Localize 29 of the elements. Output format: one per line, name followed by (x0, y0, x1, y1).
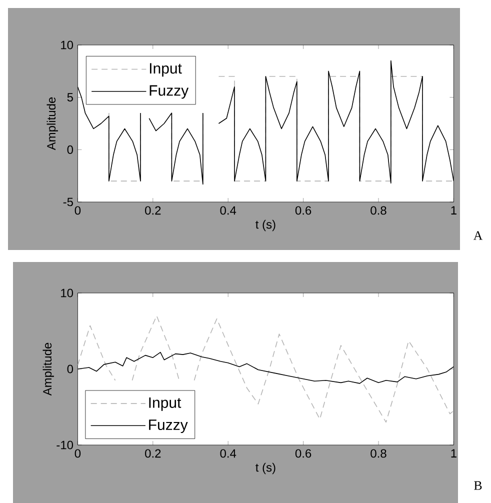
legend-label: Input (149, 397, 182, 411)
text: B (474, 481, 482, 490)
y-tick-label: -5 (63, 198, 73, 206)
x-tick-label: 0.8 (370, 449, 386, 458)
x-tick-label: 1 (451, 449, 456, 458)
x-tick-label: 0.6 (295, 449, 312, 458)
legend-label: Fuzzy (149, 420, 188, 434)
y-tick-label: 5 (67, 93, 73, 102)
x-tick-label: 0.8 (370, 206, 386, 215)
legend-label: Fuzzy (150, 85, 189, 99)
x-tick-label: 0 (74, 206, 81, 215)
y-tick-label: 10 (61, 40, 74, 50)
y-tick-label: -10 (56, 440, 74, 450)
y-axis-title: Amplitude (46, 97, 58, 150)
y-tick-label: 10 (61, 288, 74, 298)
y-tick-label: 0 (67, 364, 74, 374)
x-tick-label: 0.6 (295, 206, 312, 215)
x-tick-label: 0.2 (145, 206, 161, 215)
x-tick-label: 0.2 (145, 449, 161, 458)
x-tick-label: 0.4 (220, 206, 236, 215)
legend-label: Input (150, 63, 182, 77)
x-tick-label: 0.4 (220, 449, 236, 458)
x-axis-title: t (s) (256, 220, 276, 232)
x-tick-label: 1 (451, 206, 456, 214)
y-tick-label: 0 (67, 145, 74, 154)
text: A (473, 231, 483, 240)
x-tick-label: 0 (74, 449, 81, 458)
x-axis-title: t (s) (256, 462, 276, 474)
y-axis-title: Amplitude (42, 342, 54, 396)
